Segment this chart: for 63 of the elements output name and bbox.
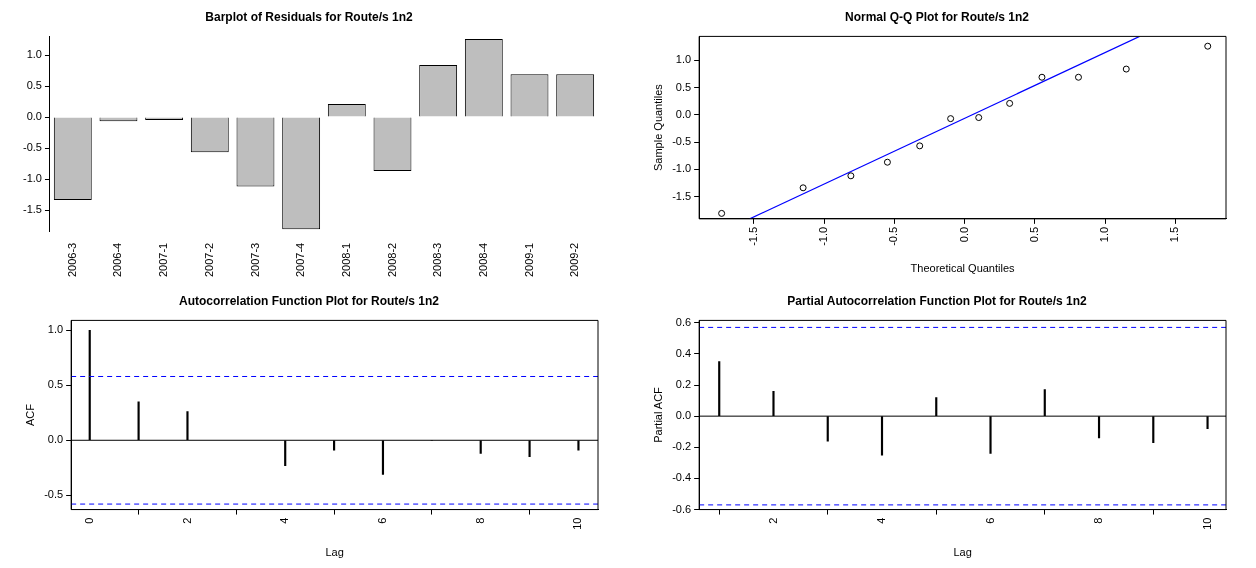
chart-title: Partial Autocorrelation Function Plot for Route/s 1n2 — [787, 293, 1088, 308]
y-tick-label: 0.4 — [675, 346, 692, 359]
x-axis-title: Theoretical Quantiles — [910, 262, 1016, 275]
x-tick-label: -1.5 — [746, 226, 759, 246]
x-tick-label: 8 — [1092, 517, 1105, 524]
y-axis-title: Partial ACF — [651, 386, 664, 443]
y-tick-label: 0.0 — [675, 409, 692, 422]
y-axis-title: ACF — [23, 403, 36, 426]
y-tick-label: 0.0 — [47, 433, 64, 446]
y-tick-label: 0.5 — [47, 378, 64, 391]
chart-title: Autocorrelation Function Plot for Route/s 1n2 — [178, 293, 440, 308]
x-tick-label: 2007-3 — [248, 242, 261, 278]
x-tick-label: -1.0 — [817, 226, 830, 246]
x-tick-label: 0.0 — [957, 226, 970, 243]
y-tick-label: -0.5 — [672, 135, 692, 148]
chart-title: Normal Q-Q Plot for Route/s 1n2 — [844, 9, 1030, 24]
y-tick-label: -1.0 — [22, 172, 42, 185]
x-tick-label: 2006-3 — [65, 242, 78, 278]
y-tick-label: 0.6 — [675, 315, 692, 328]
x-tick-label: 1.5 — [1168, 226, 1181, 243]
x-tick-label: 2008-1 — [339, 242, 352, 278]
x-tick-label: 4 — [278, 517, 291, 524]
x-tick-label: -0.5 — [887, 226, 900, 246]
x-tick-label: 2 — [766, 517, 779, 524]
x-tick-label: 2008-3 — [431, 242, 444, 278]
y-tick-label: -1.5 — [22, 203, 42, 216]
y-tick-label: -0.4 — [672, 471, 692, 484]
x-tick-label: 6 — [375, 517, 388, 524]
x-tick-label: 0.5 — [1027, 226, 1040, 243]
x-tick-label: 8 — [473, 517, 486, 524]
y-tick-label: 0.0 — [26, 110, 42, 123]
x-tick-label: 2008-4 — [476, 242, 489, 278]
y-tick-label: -1.0 — [672, 162, 692, 175]
y-tick-label: -1.5 — [672, 189, 692, 202]
x-tick-label: 0 — [82, 517, 95, 524]
y-tick-label: -0.5 — [44, 488, 64, 501]
x-tick-label: 2007-2 — [202, 242, 215, 278]
x-tick-label: 2007-1 — [157, 242, 170, 278]
chart-title: Barplot of Residuals for Route/s 1n2 — [205, 9, 413, 24]
y-axis-title: Sample Quantiles — [651, 83, 664, 172]
y-tick-label: 0.2 — [675, 378, 692, 391]
y-tick-label: 1.0 — [26, 48, 42, 61]
x-tick-label: 2008-2 — [385, 242, 398, 278]
x-tick-label: 6 — [983, 517, 996, 524]
y-tick-label: 1.0 — [47, 323, 64, 336]
x-tick-label: 2 — [180, 517, 193, 524]
x-tick-label: 10 — [571, 517, 584, 530]
y-tick-label: -0.5 — [22, 141, 42, 154]
x-tick-label: 2009-1 — [522, 242, 535, 278]
x-tick-label: 2006-4 — [111, 242, 124, 278]
y-tick-label: 0.5 — [26, 79, 42, 92]
x-axis-title: Lag — [325, 546, 344, 559]
y-tick-label: -0.6 — [672, 502, 692, 515]
x-tick-label: 4 — [875, 517, 888, 524]
x-tick-label: 2007-4 — [294, 242, 307, 278]
x-tick-label: 2009-2 — [568, 242, 581, 278]
x-axis-title: Lag — [953, 546, 972, 559]
y-tick-label: 0.0 — [675, 107, 692, 120]
x-tick-label: 1.0 — [1098, 226, 1111, 243]
y-tick-label: -0.2 — [672, 440, 692, 453]
y-tick-label: 1.0 — [675, 53, 692, 66]
x-tick-label: 10 — [1200, 517, 1213, 530]
y-tick-label: 0.5 — [675, 80, 692, 93]
